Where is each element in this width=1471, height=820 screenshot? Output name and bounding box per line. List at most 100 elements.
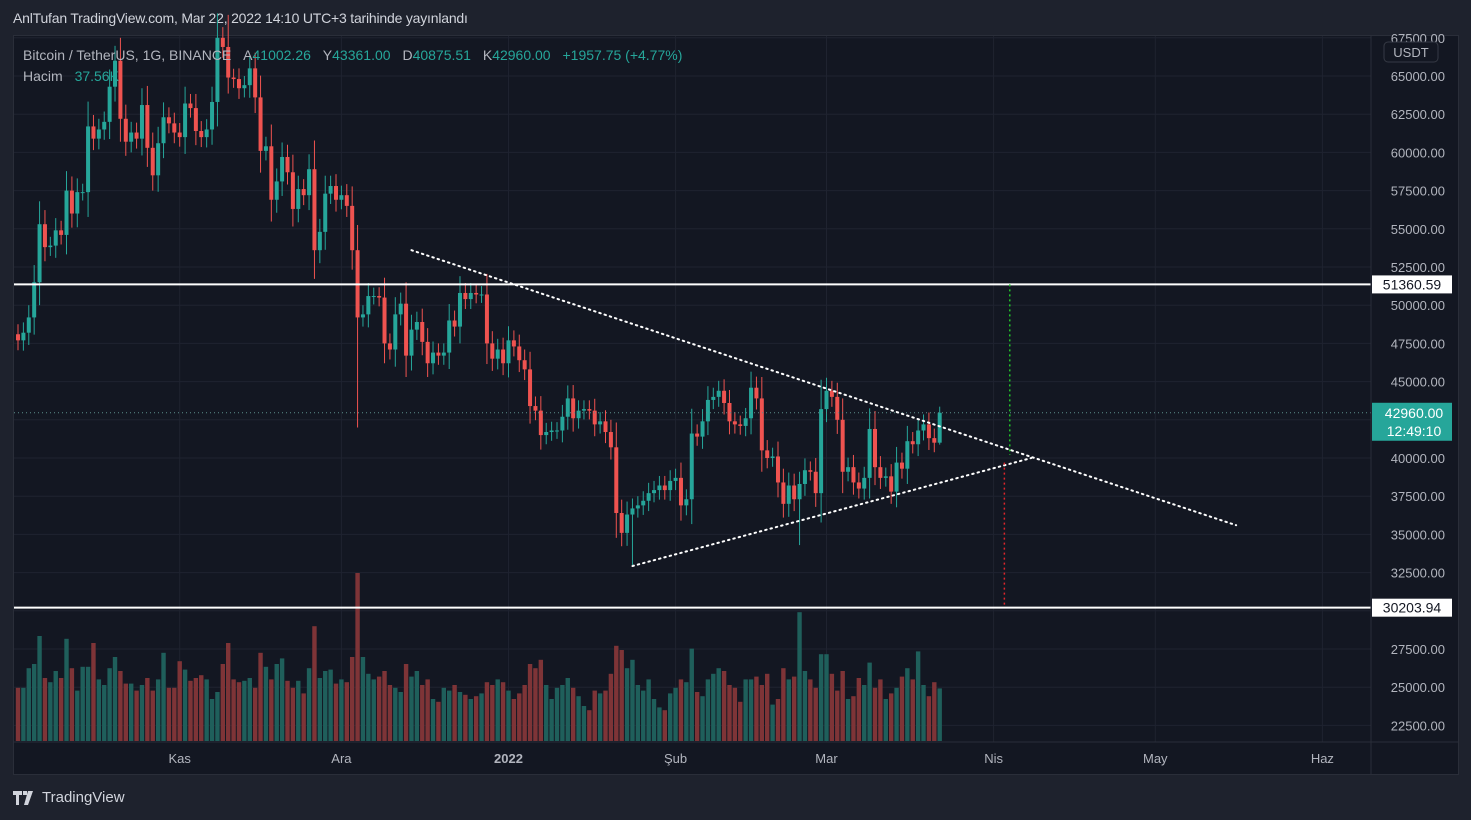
price-axis[interactable]: 67500.0065000.0062500.0060000.0057500.00… bbox=[1391, 31, 1445, 734]
candle-body[interactable] bbox=[587, 409, 592, 411]
candle-body[interactable] bbox=[377, 296, 382, 298]
candle-body[interactable] bbox=[107, 86, 112, 122]
candle-body[interactable] bbox=[668, 480, 673, 491]
candle-body[interactable] bbox=[867, 428, 872, 478]
candle-body[interactable] bbox=[53, 230, 58, 246]
candle-body[interactable] bbox=[619, 513, 624, 533]
tradingview-logo[interactable]: TradingView bbox=[13, 789, 125, 806]
candle-body[interactable] bbox=[484, 294, 489, 344]
candle-body[interactable] bbox=[431, 352, 436, 364]
candle-body[interactable] bbox=[910, 441, 915, 445]
candle-body[interactable] bbox=[42, 224, 47, 248]
candle-body[interactable] bbox=[813, 471, 818, 494]
candle-body[interactable] bbox=[457, 292, 462, 327]
candle-body[interactable] bbox=[350, 205, 355, 251]
candle-body[interactable] bbox=[409, 329, 414, 356]
candle-body[interactable] bbox=[387, 343, 392, 350]
candle-body[interactable] bbox=[646, 493, 651, 501]
candle-body[interactable] bbox=[873, 428, 878, 468]
candle-body[interactable] bbox=[743, 418, 748, 426]
candle-body[interactable] bbox=[166, 117, 171, 124]
candle-body[interactable] bbox=[889, 476, 894, 492]
candle-body[interactable] bbox=[678, 477, 683, 506]
candle-body[interactable] bbox=[156, 143, 161, 176]
candle-body[interactable] bbox=[641, 500, 646, 506]
candle-body[interactable] bbox=[792, 485, 797, 500]
currency-badge[interactable] bbox=[1383, 41, 1439, 63]
candle-body[interactable] bbox=[689, 433, 694, 500]
candle-body[interactable] bbox=[172, 123, 177, 133]
candle-body[interactable] bbox=[781, 482, 786, 504]
candle-body[interactable] bbox=[26, 317, 31, 333]
candle-body[interactable] bbox=[625, 514, 630, 533]
candle-body[interactable] bbox=[263, 146, 268, 151]
candle-body[interactable] bbox=[732, 421, 737, 425]
candle-body[interactable] bbox=[765, 450, 770, 458]
candle-body[interactable] bbox=[75, 192, 80, 214]
candle-body[interactable] bbox=[495, 349, 500, 359]
candle-body[interactable] bbox=[32, 282, 37, 318]
candle-body[interactable] bbox=[447, 320, 452, 353]
candle-body[interactable] bbox=[479, 294, 484, 296]
candle-body[interactable] bbox=[242, 85, 247, 89]
candle-body[interactable] bbox=[749, 387, 754, 419]
candle-body[interactable] bbox=[317, 231, 322, 251]
candle-body[interactable] bbox=[899, 462, 904, 469]
candle-body[interactable] bbox=[328, 186, 333, 194]
candle-body[interactable] bbox=[123, 118, 128, 142]
candle-body[interactable] bbox=[824, 390, 829, 410]
candle-body[interactable] bbox=[231, 77, 236, 80]
candle-body[interactable] bbox=[393, 314, 398, 350]
candle-body[interactable] bbox=[452, 320, 457, 327]
candle-body[interactable] bbox=[716, 390, 721, 397]
time-axis[interactable]: Kas Ara 2022 Şub Mar Nis May Haz bbox=[168, 751, 1333, 766]
candle-body[interactable] bbox=[436, 352, 441, 356]
candle-body[interactable] bbox=[819, 409, 824, 494]
candle-body[interactable] bbox=[360, 314, 365, 318]
candle-body[interactable] bbox=[64, 190, 69, 235]
candle-body[interactable] bbox=[695, 433, 700, 437]
candle-body[interactable] bbox=[253, 68, 258, 98]
candle-body[interactable] bbox=[59, 230, 64, 235]
candle-body[interactable] bbox=[134, 132, 139, 139]
candle-body[interactable] bbox=[926, 424, 931, 439]
candle-body[interactable] bbox=[673, 477, 678, 481]
candle-body[interactable] bbox=[571, 398, 576, 419]
candle-body[interactable] bbox=[16, 334, 20, 341]
candle-body[interactable] bbox=[802, 470, 807, 484]
candle-body[interactable] bbox=[937, 412, 942, 443]
candle-body[interactable] bbox=[829, 390, 834, 397]
candle-body[interactable] bbox=[204, 129, 209, 138]
candle-body[interactable] bbox=[37, 224, 42, 283]
candle-body[interactable] bbox=[301, 189, 306, 196]
candle-body[interactable] bbox=[150, 147, 155, 176]
candle-body[interactable] bbox=[177, 132, 182, 138]
candle-body[interactable] bbox=[48, 245, 53, 248]
candle-body[interactable] bbox=[835, 396, 840, 420]
candle-body[interactable] bbox=[490, 343, 495, 359]
candle-body[interactable] bbox=[775, 456, 780, 483]
candle-body[interactable] bbox=[700, 421, 705, 437]
chart-pane[interactable] bbox=[13, 35, 1459, 775]
candle-body[interactable] bbox=[312, 169, 317, 251]
candle-body[interactable] bbox=[188, 103, 193, 109]
candle-body[interactable] bbox=[576, 410, 581, 419]
candle-body[interactable] bbox=[382, 297, 387, 344]
candle-body[interactable] bbox=[727, 402, 732, 422]
candle-body[interactable] bbox=[183, 103, 188, 138]
candle-body[interactable] bbox=[113, 60, 118, 87]
candle-body[interactable] bbox=[894, 462, 899, 492]
candle-body[interactable] bbox=[463, 292, 468, 300]
candle-body[interactable] bbox=[786, 485, 791, 504]
candle-body[interactable] bbox=[932, 438, 937, 443]
candle-body[interactable] bbox=[565, 398, 570, 417]
candle-body[interactable] bbox=[80, 192, 85, 194]
candle-body[interactable] bbox=[290, 172, 295, 209]
candle-body[interactable] bbox=[662, 485, 667, 491]
candle-body[interactable] bbox=[468, 292, 473, 300]
candle-body[interactable] bbox=[371, 296, 376, 298]
candle-body[interactable] bbox=[285, 156, 290, 173]
candle-body[interactable] bbox=[555, 430, 559, 432]
symbol-name[interactable]: Bitcoin / TetherUS, 1G, BINANCE bbox=[23, 47, 232, 63]
